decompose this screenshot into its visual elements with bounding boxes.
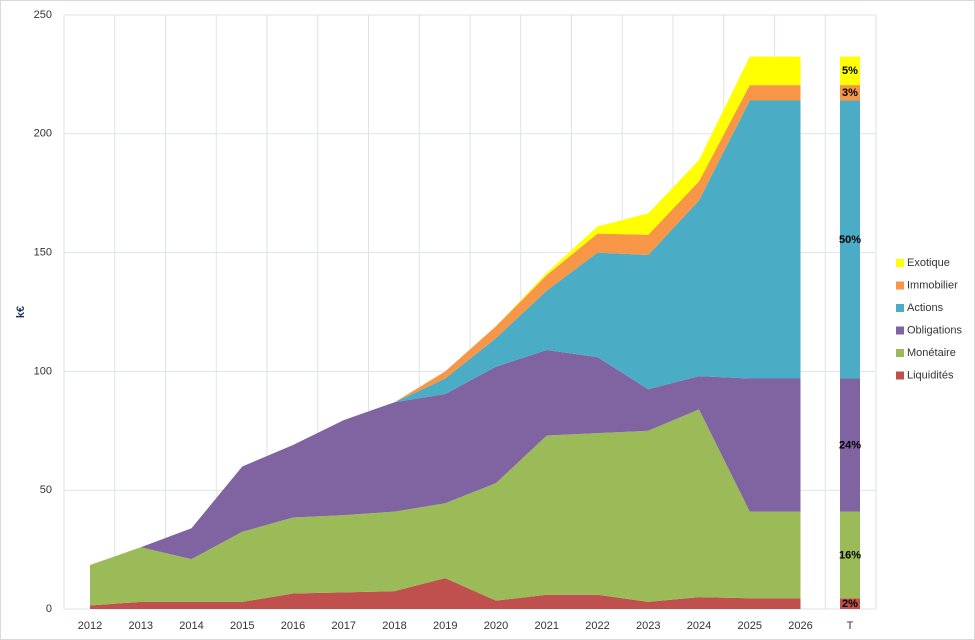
legend-swatch-actions [896,304,904,312]
y-axis: 0 50 100 150 200 250 [34,9,52,615]
legend-label-actions: Actions [907,302,944,314]
total-bar-segment-actions [840,100,860,379]
area-immobilier [90,85,801,566]
x-tick-label: 2013 [129,620,153,632]
area-liquidités [90,578,801,609]
x-tick-label: 2023 [636,620,660,632]
x-tick-label: 2016 [281,620,305,632]
legend-label-monétaire: Monétaire [907,347,956,359]
y-tick-label: 0 [46,603,52,615]
y-axis-label: k€ [15,306,27,318]
y-tick-label: 50 [40,484,52,496]
total-bar-segment-liquidités [840,598,860,609]
x-tick-label: 2019 [433,620,457,632]
x-tick-label: 2025 [738,620,762,632]
total-bar-segment-exotique [840,56,860,86]
y-tick-label: 150 [34,247,52,259]
x-tick-label: 2020 [484,620,508,632]
legend-swatch-obligations [896,326,904,335]
x-tick-label: 2022 [585,620,609,632]
x-tick-label: 2012 [78,620,102,632]
x-tick-label: 2017 [332,620,356,632]
x-tick-label: 2021 [535,620,559,632]
total-bar-label: 24% [839,439,861,451]
legend-swatch-liquidités [896,371,904,380]
x-tick-label: 2026 [788,620,812,632]
legend-label-obligations: Obligations [907,324,963,336]
area-obligations [90,350,801,566]
area-monétaire [90,409,801,606]
y-tick-label: 200 [34,128,52,140]
total-bar-label: 3% [842,87,858,99]
x-tick-label: 2015 [230,620,254,632]
area-actions [90,100,801,566]
stacked-areas [90,56,801,609]
total-bar-label: 16% [839,549,861,561]
legend-label-exotique: Exotique [907,257,950,269]
area-exotique [90,56,801,566]
x-axis: 2012 2013 2014 2015 2016 2017 2018 2019 2020 2021… [78,620,854,632]
x-tick-label: 2014 [179,620,203,632]
legend: Exotique Immobilier Actions Obligations Moné… [896,257,963,381]
x-tick-label: T [847,620,854,632]
legend-swatch-immobilier [896,281,904,290]
legend-label-liquidités: Liquidités [907,369,954,381]
legend-label-immobilier: Immobilier [907,279,958,291]
legend-swatch-exotique [896,259,904,267]
total-bar-segment-monétaire [840,511,860,599]
total-bar-segment-immobilier [840,85,860,101]
total-bar-segment-obligations [840,378,860,512]
y-tick-label: 100 [34,365,52,377]
y-tick-label: 250 [34,9,52,21]
total-bar-label: 50% [839,234,861,246]
total-bar-label: 5% [842,65,858,77]
x-tick-label: 2018 [382,620,406,632]
total-bar-label: 2% [842,598,858,610]
legend-swatch-monétaire [896,349,904,357]
x-tick-label: 2024 [687,620,711,632]
total-bar: 2% 16% 24% 50% 3% 5% [839,56,861,610]
